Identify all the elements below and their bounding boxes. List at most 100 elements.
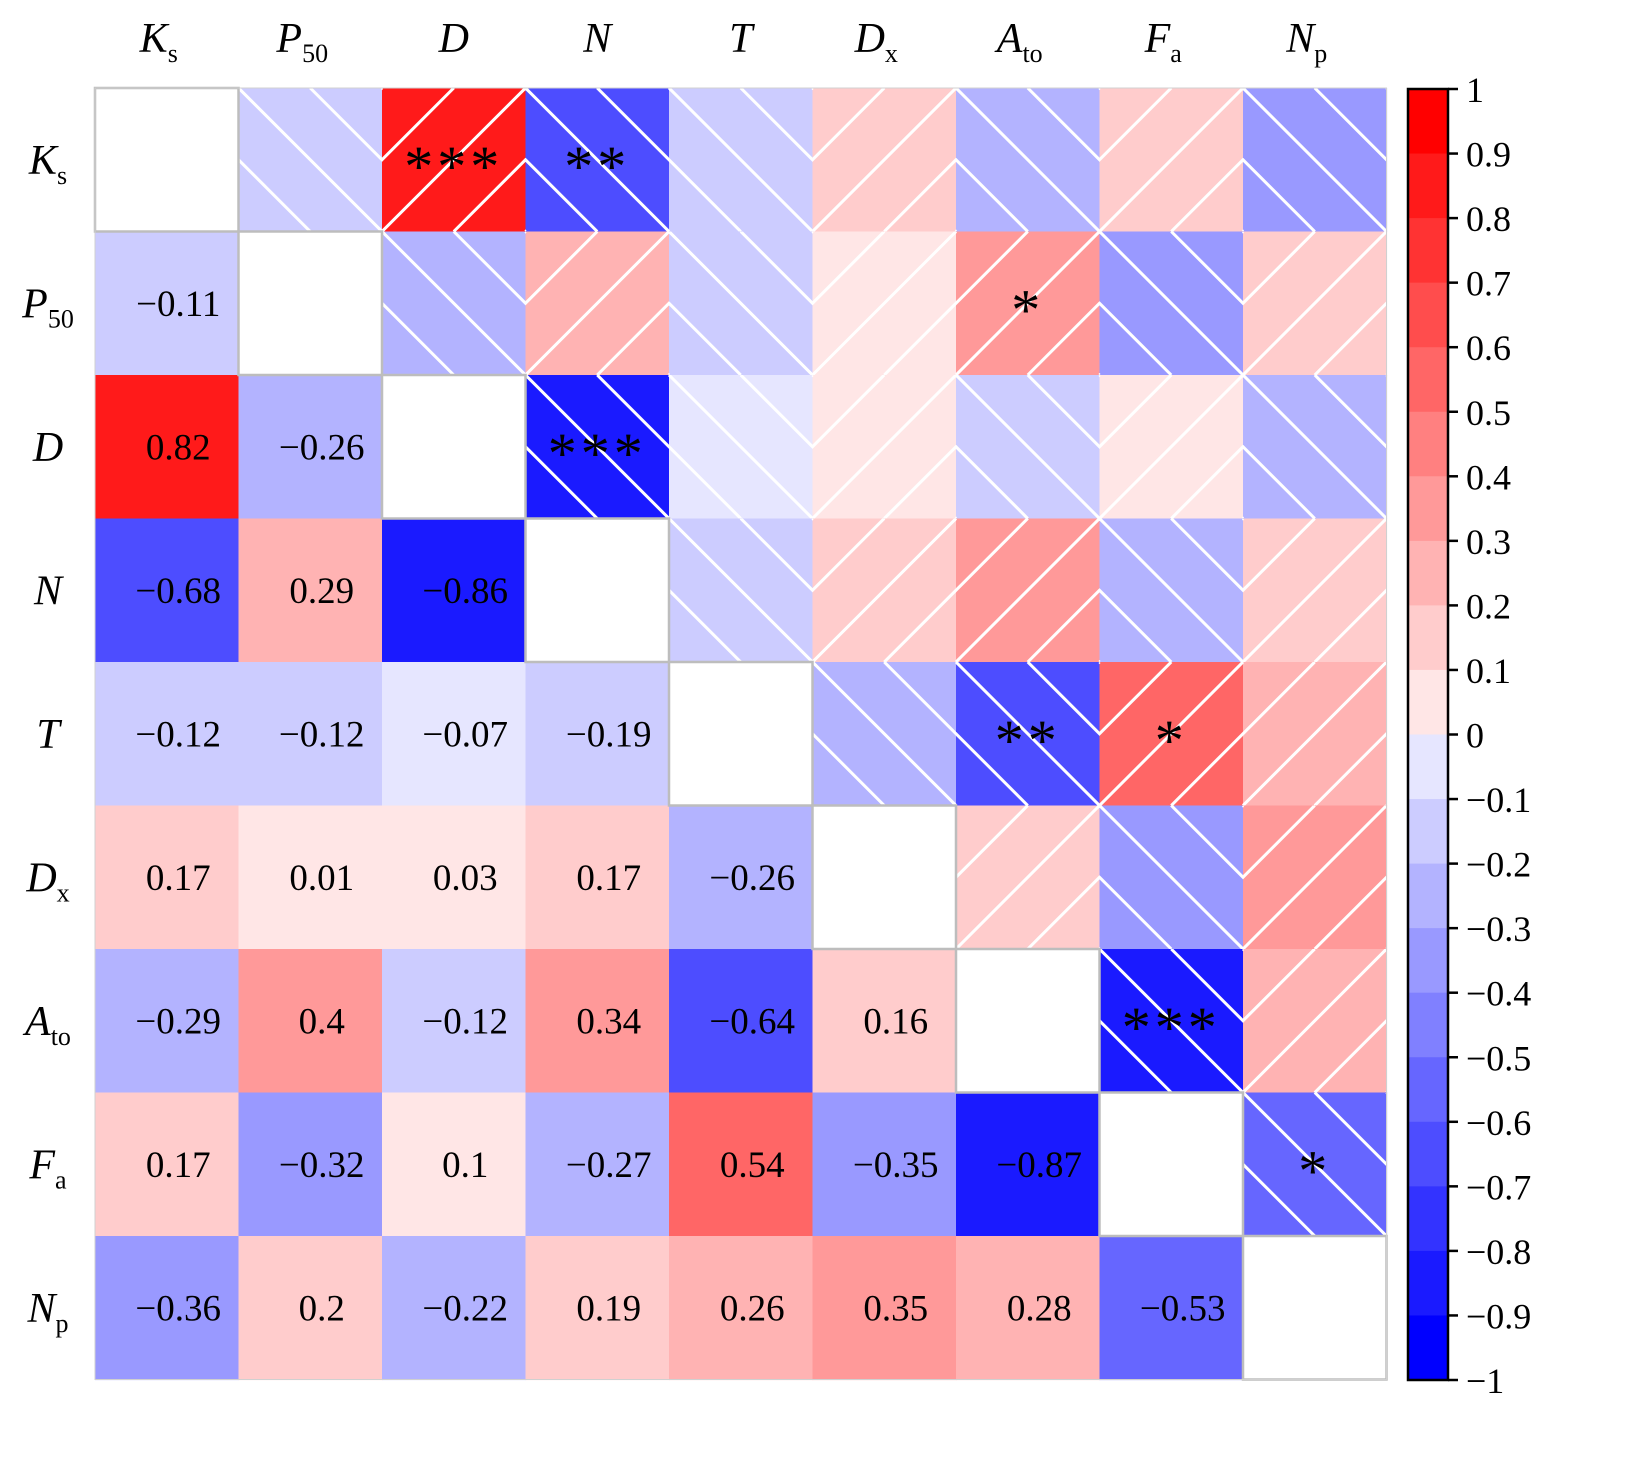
hatch-line <box>382 231 526 375</box>
colorbar-segment <box>1408 992 1448 1058</box>
hatch-line <box>812 375 886 449</box>
heatmap-cell <box>382 1092 527 1237</box>
hatch-line <box>812 231 886 306</box>
colorbar-segment <box>1408 153 1448 219</box>
cell-value: −0.27 <box>566 1145 652 1186</box>
hatch-line <box>1313 1018 1387 1093</box>
hatch-line <box>1099 949 1243 1093</box>
hatch-pattern <box>238 88 382 232</box>
colorbar-segment <box>1408 928 1448 994</box>
hatch-pattern <box>812 88 956 232</box>
hatch-line <box>1170 949 1243 1023</box>
hatch-line <box>883 157 956 232</box>
heatmap-cell <box>95 375 240 520</box>
heatmap-cell <box>525 805 670 950</box>
hatch-line <box>883 588 956 662</box>
hatch-pattern <box>956 231 1100 375</box>
colorbar-tick-label: −0.5 <box>1466 1038 1531 1078</box>
colorbar-tick-label: 0.8 <box>1466 199 1511 239</box>
cell-value: −0.64 <box>709 1001 795 1042</box>
hatch-overlays <box>238 88 1387 1236</box>
hatch-line <box>812 662 956 806</box>
colorbar-tick-label: 0.9 <box>1466 135 1511 175</box>
colorbar-tick-label: −0.3 <box>1466 909 1531 949</box>
cell-value: 0.28 <box>1007 1288 1072 1329</box>
cell-value: 0.82 <box>146 427 211 468</box>
colorbar-tick-label: 0.5 <box>1466 393 1511 433</box>
colorbar-tick-label: −0.7 <box>1466 1167 1531 1207</box>
heatmap-cell <box>95 518 240 663</box>
hatch-line <box>956 518 1029 593</box>
hatch-line <box>1099 518 1243 662</box>
diagonal-cell <box>524 517 671 664</box>
hatch-line <box>739 518 813 593</box>
significance-markers: *** ******** ***** <box>404 134 1331 1204</box>
colorbar-tick-label: −0.6 <box>1466 1103 1531 1143</box>
cell-value: −0.22 <box>422 1288 508 1329</box>
colorbar-tick-label: 0.7 <box>1466 264 1511 304</box>
hatch-line <box>1026 875 1100 949</box>
hatch-line <box>956 805 1100 949</box>
heatmap-cell <box>812 1236 957 1381</box>
hatch-line <box>669 231 813 375</box>
colorbar-tick-label: 0.2 <box>1466 586 1511 626</box>
hatch-line <box>669 157 742 232</box>
hatch-line <box>1026 588 1100 662</box>
hatch-line <box>452 231 526 306</box>
heatmap-cell <box>382 1236 527 1381</box>
hatch-line <box>1099 1018 1173 1093</box>
hatch-line <box>1313 588 1387 662</box>
hatch-pattern <box>812 518 956 662</box>
hatch-line <box>1170 231 1243 306</box>
hatch-line <box>1243 231 1316 306</box>
hatch-line <box>525 444 599 519</box>
cell-value: −0.12 <box>135 714 221 755</box>
heatmap-cell <box>382 518 527 663</box>
significance-marker: *** <box>1122 995 1221 1060</box>
significance-marker: * <box>1298 1138 1331 1203</box>
hatch-line <box>812 518 886 593</box>
diagonal-cell <box>811 804 958 951</box>
hatch-line <box>1313 731 1387 806</box>
hatch-line <box>739 231 813 306</box>
heatmap-cell <box>238 805 383 950</box>
cell-value: −0.35 <box>853 1145 939 1186</box>
column-label: Np <box>1285 16 1327 68</box>
hatch-pattern <box>956 375 1100 519</box>
cell-value: −0.29 <box>135 1001 221 1042</box>
hatch-line <box>1026 301 1100 375</box>
heatmap-cell <box>238 375 383 520</box>
hatch-pattern <box>1243 88 1387 232</box>
cell-value: 0.17 <box>576 858 641 899</box>
column-label: P50 <box>275 16 328 68</box>
column-label: Dx <box>854 16 898 68</box>
row-label: Ks <box>28 138 67 190</box>
heatmap-cell <box>669 805 814 950</box>
hatch-pattern <box>525 88 669 232</box>
hatch-line <box>1243 1092 1387 1236</box>
colorbar-segment <box>1408 1121 1448 1187</box>
cell-value: −0.53 <box>1140 1288 1226 1329</box>
colorbar-tick-label: −1 <box>1466 1361 1504 1401</box>
heatmap-cell <box>382 805 527 950</box>
hatch-line <box>1170 444 1243 519</box>
hatch-line <box>382 301 455 375</box>
cell-value: −0.26 <box>279 427 365 468</box>
colorbar-segment <box>1408 476 1448 542</box>
heatmap-cell <box>956 1092 1101 1237</box>
hatch-line <box>1099 588 1173 662</box>
hatch-line <box>525 157 599 232</box>
hatch-line <box>1099 88 1173 162</box>
row-label: Ato <box>22 999 71 1051</box>
hatch-line <box>382 88 526 232</box>
hatch-pattern <box>956 662 1100 806</box>
colorbar-segment <box>1408 799 1448 865</box>
row-label: P50 <box>21 281 74 333</box>
cell-value: 0.35 <box>863 1288 928 1329</box>
cell-value: 0.1 <box>442 1145 488 1186</box>
hatch-line <box>812 88 956 232</box>
row-label: Np <box>26 1286 68 1338</box>
column-label: Fa <box>1144 16 1183 68</box>
hatch-line <box>1313 301 1387 375</box>
